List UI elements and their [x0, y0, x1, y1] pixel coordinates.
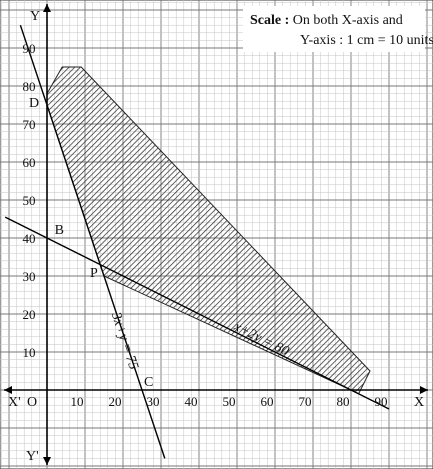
x-tick-label: 50: [223, 394, 236, 409]
line-x-2y-80: [4, 216, 390, 410]
point-label: D: [29, 96, 39, 111]
scale-box: [243, 6, 425, 52]
axis-label: X': [8, 395, 21, 410]
x-tick-label: 20: [109, 394, 122, 409]
y-tick-label: 80: [23, 79, 36, 94]
y-tick-label: 40: [23, 231, 36, 246]
y-tick-label: 10: [23, 345, 36, 360]
scale-text: Scale : On both X-axis and: [250, 13, 403, 28]
axis-label: X: [414, 395, 424, 410]
scale-text: Y-axis : 1 cm = 10 units: [300, 33, 433, 48]
arrow: [43, 457, 51, 465]
arrow: [4, 386, 12, 394]
y-tick-label: 60: [23, 155, 36, 170]
x-tick-label: 30: [147, 394, 160, 409]
x-tick-label: 10: [71, 394, 84, 409]
point-label: C: [144, 375, 153, 390]
point-label: B: [55, 223, 64, 238]
y-tick-label: 20: [23, 307, 36, 322]
arrow: [43, 4, 51, 12]
y-tick-label: 30: [23, 269, 36, 284]
origin-label: O: [27, 395, 37, 410]
y-tick-label: 50: [23, 193, 36, 208]
point-label: P: [90, 266, 98, 281]
axis-label: Y: [30, 9, 40, 24]
line-3x-y-75: [19, 24, 166, 459]
x-tick-label: 60: [261, 394, 274, 409]
x-tick-label: 70: [299, 394, 312, 409]
arrow: [420, 386, 428, 394]
x-tick-label: 80: [337, 394, 350, 409]
x-tick-label: 90: [375, 394, 388, 409]
x-tick-label: 40: [185, 394, 198, 409]
y-tick-label: 70: [23, 117, 36, 132]
axis-label: Y': [26, 449, 39, 464]
y-tick-label: 90: [23, 41, 36, 56]
